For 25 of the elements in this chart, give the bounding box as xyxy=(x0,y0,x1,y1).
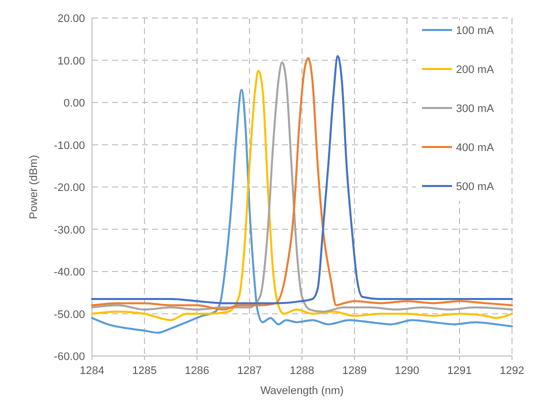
y-tick-label: 20.00 xyxy=(57,13,85,25)
x-axis-title: Wavelength (nm) xyxy=(260,385,344,397)
x-tick-label: 1289 xyxy=(342,365,367,377)
y-tick-label: -60.00 xyxy=(54,351,85,363)
y-tick-label: -50.00 xyxy=(54,308,85,321)
x-tick-label: 1287 xyxy=(237,365,262,377)
x-tick-label: 1291 xyxy=(447,365,472,377)
legend-label: 500 mA xyxy=(456,181,495,193)
y-tick-label: 0.00 xyxy=(64,98,85,110)
legend-label: 200 mA xyxy=(456,64,495,76)
legend-label: 400 mA xyxy=(456,142,495,154)
y-tick-label: -10.00 xyxy=(54,140,85,152)
y-tick-label: -40.00 xyxy=(54,266,85,278)
x-tick-label: 1290 xyxy=(394,365,420,377)
legend-label: 300 mA xyxy=(456,103,495,115)
x-tick-label: 1288 xyxy=(290,365,314,377)
y-tick-label: -30.00 xyxy=(54,224,85,236)
y-tick-label: -20.00 xyxy=(54,182,85,194)
x-tick-label: 1285 xyxy=(132,365,157,377)
x-tick-label: 1286 xyxy=(184,365,210,377)
y-tick-label: 10.00 xyxy=(57,55,85,68)
y-axis-title: Power (dBm) xyxy=(28,154,40,220)
x-tick-label: 1284 xyxy=(80,365,104,377)
legend-label: 100 mA xyxy=(456,25,495,37)
x-tick-label: 1292 xyxy=(500,365,524,377)
